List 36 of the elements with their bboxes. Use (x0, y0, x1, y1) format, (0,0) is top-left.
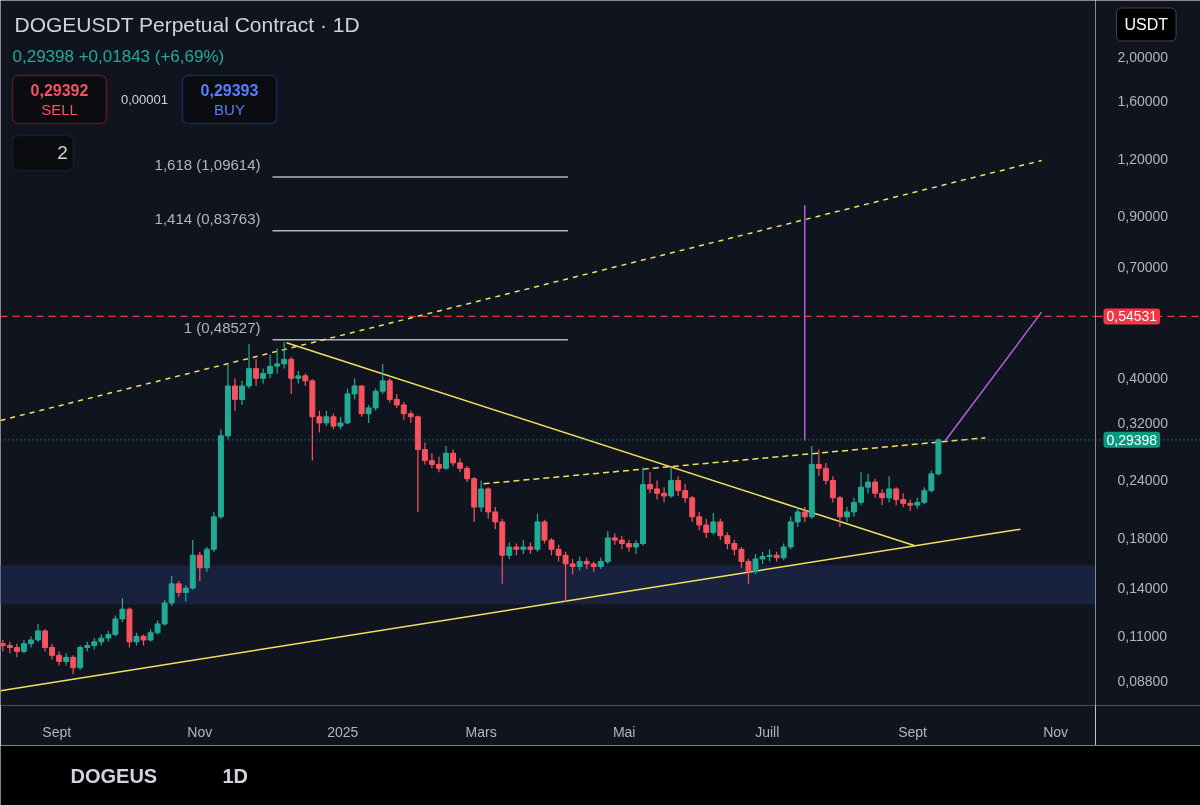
y-tick-label: 0,24000 (1117, 472, 1169, 489)
x-tick-label: Sept (42, 723, 72, 740)
y-tick-label: 1,60000 (1117, 93, 1169, 110)
x-tick-label: 2025 (327, 723, 359, 740)
y-tick-label: 0,90000 (1117, 208, 1169, 225)
annotation: 2 (57, 142, 68, 163)
text: DOGEUS (70, 764, 158, 787)
x-tick-label: Mars (465, 723, 497, 740)
annotation: 0,00001 (121, 92, 168, 107)
annotation: 0,29392 (30, 81, 89, 99)
text: 1D (222, 764, 249, 787)
series-label: 1,618 (1,09614) (154, 155, 261, 173)
annotation: 0,29393 (200, 81, 259, 99)
x-tick-label: Juill (755, 723, 780, 740)
y-tick-label: 2,00000 (1117, 48, 1169, 65)
x-tick-label: Nov (187, 723, 213, 740)
text: 0,29398 +0,01843 (+6,69%) (12, 47, 225, 66)
y-tick-label: 0,32000 (1117, 414, 1169, 431)
ref-line-label: 0,54531 (1106, 308, 1158, 325)
x-tick-label: Nov (1043, 723, 1069, 740)
y-tick-label: 0,18000 (1117, 529, 1169, 546)
annotation: BUY (214, 101, 245, 118)
x-tick-label: Mai (612, 723, 636, 740)
text: USDT (1124, 16, 1169, 33)
x-tick-label: Sept (898, 723, 928, 740)
series-label: 1,414 (0,83763) (154, 209, 261, 227)
annotation: SELL (41, 101, 78, 118)
y-tick-label: 1,20000 (1117, 150, 1169, 167)
y-tick-label: 0,08800 (1117, 672, 1169, 689)
series-label: 1 (0,48527) (183, 318, 261, 336)
y-tick-label: 0,40000 (1117, 370, 1169, 387)
y-tick-label: 0,11000 (1117, 628, 1168, 645)
text: DOGEUSDT Perpetual Contract · 1D (14, 13, 360, 36)
y-tick-label: 0,14000 (1117, 580, 1169, 597)
y-tick-label: 0,70000 (1117, 258, 1169, 275)
ref-line-label: 0,29398 (1106, 431, 1158, 448)
